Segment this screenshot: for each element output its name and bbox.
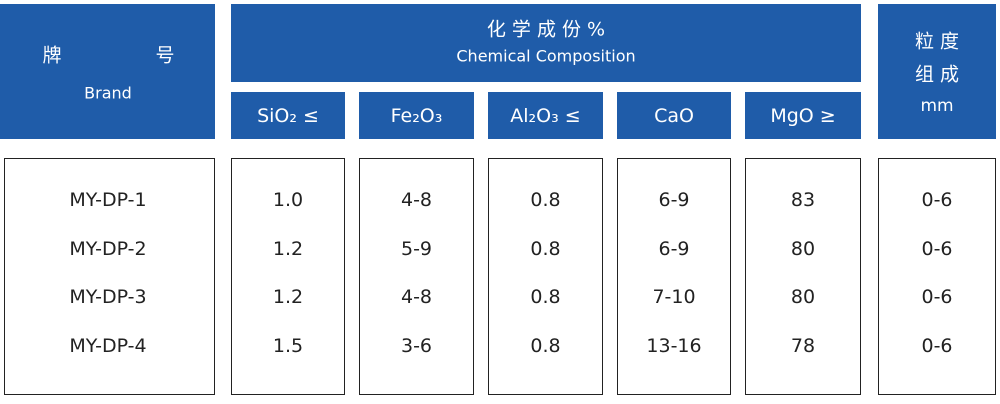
column-header bbox=[231, 92, 345, 139]
value-cell: 0-6 bbox=[921, 237, 953, 260]
brand-cn: 牌 bbox=[42, 44, 62, 67]
value-cell: 0.8 bbox=[530, 286, 561, 308]
value-cell: 80 bbox=[790, 237, 816, 260]
value-cell: 13-16 bbox=[646, 334, 702, 357]
brand-cn: 号 bbox=[155, 44, 175, 67]
value-cell: 78 bbox=[790, 334, 816, 357]
value-cell: 0-6 bbox=[921, 189, 953, 211]
value-cell: 6-9 bbox=[658, 237, 690, 260]
value-cell: 80 bbox=[790, 286, 816, 308]
size-cn: 粒 度 bbox=[914, 30, 960, 53]
composition-header bbox=[231, 4, 861, 82]
brand-cell: MY-DP-4 bbox=[69, 334, 147, 357]
composition-cn: 化 学 成 份 % bbox=[486, 18, 606, 41]
column-label: SiO₂ ≤ bbox=[257, 105, 319, 127]
value-cell: 1.2 bbox=[272, 286, 304, 308]
value-cell: 0.8 bbox=[530, 189, 561, 211]
value-cell: 0.8 bbox=[530, 237, 561, 260]
column-body bbox=[617, 158, 731, 395]
size-unit: mm bbox=[920, 96, 954, 116]
column-label: Fe₂O₃ bbox=[390, 105, 443, 127]
column-label: MgO ≥ bbox=[770, 105, 836, 127]
brand-header bbox=[0, 4, 215, 139]
brand-cell: MY-DP-3 bbox=[69, 286, 147, 308]
column-body bbox=[745, 158, 861, 395]
size-body bbox=[878, 158, 996, 395]
brand-en: Brand bbox=[84, 83, 132, 103]
brand-cell: MY-DP-2 bbox=[69, 237, 147, 260]
value-cell: 7-10 bbox=[652, 286, 696, 308]
value-cell: 1.2 bbox=[272, 237, 304, 260]
column-header bbox=[359, 92, 474, 139]
brand-cell: MY-DP-1 bbox=[69, 189, 147, 211]
column-body bbox=[359, 158, 474, 395]
brand-body bbox=[4, 158, 215, 395]
column-header bbox=[745, 92, 861, 139]
column-header bbox=[488, 92, 603, 139]
size-cn: 组 成 bbox=[914, 63, 960, 86]
value-cell: 6-9 bbox=[658, 189, 690, 211]
value-cell: 1.5 bbox=[272, 334, 304, 357]
column-header bbox=[617, 92, 731, 139]
value-cell: 5-9 bbox=[400, 237, 433, 260]
value-cell: 4-8 bbox=[400, 189, 433, 211]
value-cell: 3-6 bbox=[400, 334, 433, 357]
composition-en: Chemical Composition bbox=[456, 46, 636, 66]
value-cell: 0-6 bbox=[921, 334, 953, 357]
value-cell: 0-6 bbox=[921, 286, 953, 308]
value-cell: 0.8 bbox=[530, 334, 561, 357]
column-body bbox=[231, 158, 345, 395]
column-body bbox=[488, 158, 603, 395]
column-label: Al₂O₃ ≤ bbox=[510, 105, 581, 127]
value-cell: 4-8 bbox=[400, 286, 433, 308]
value-cell: 83 bbox=[790, 189, 816, 211]
column-label: CaO bbox=[654, 105, 694, 127]
size-header bbox=[878, 4, 996, 139]
value-cell: 1.0 bbox=[272, 189, 304, 211]
